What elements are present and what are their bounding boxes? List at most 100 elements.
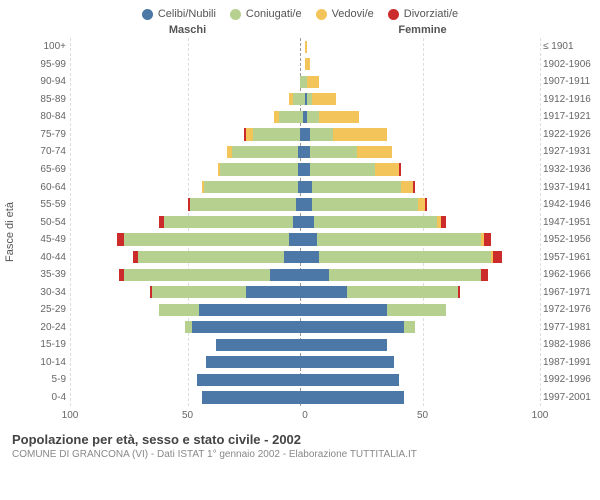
legend-item: Coniugati/e	[230, 8, 302, 20]
segment	[329, 269, 482, 281]
female-bar	[305, 286, 540, 298]
segment	[357, 146, 392, 158]
segment	[204, 181, 298, 193]
segment	[164, 216, 293, 228]
segment	[305, 251, 319, 263]
female-bar	[305, 391, 540, 403]
x-axis: 10050050100	[70, 408, 540, 426]
male-bar	[70, 356, 305, 368]
segment	[305, 356, 394, 368]
legend-label: Divorziati/e	[404, 8, 458, 20]
segment	[202, 391, 305, 403]
male-bar	[70, 286, 305, 298]
male-bar	[70, 269, 305, 281]
segment	[253, 128, 300, 140]
age-row: 80-841917-1921	[70, 108, 540, 126]
segment	[305, 58, 310, 70]
birth-label: 1907-1911	[543, 76, 598, 87]
male-bar	[70, 304, 305, 316]
age-label: 30-34	[30, 287, 66, 298]
age-row: 95-991902-1906	[70, 56, 540, 74]
age-row: 45-491952-1956	[70, 231, 540, 249]
age-row: 30-341967-1971	[70, 283, 540, 301]
segment	[293, 93, 305, 105]
legend: Celibi/Nubili Coniugati/e Vedovi/e Divorzia…	[0, 0, 600, 24]
age-label: 55-59	[30, 199, 66, 210]
header-female: Femmine	[305, 24, 540, 36]
male-bar	[70, 233, 305, 245]
segment	[347, 286, 457, 298]
age-row: 0-41997-2001	[70, 389, 540, 407]
legend-label: Celibi/Nubili	[158, 8, 216, 20]
female-bar	[305, 111, 540, 123]
legend-item: Divorziati/e	[388, 8, 458, 20]
legend-label: Coniugati/e	[246, 8, 302, 20]
segment	[312, 181, 401, 193]
age-row: 15-191982-1986	[70, 336, 540, 354]
birth-label: 1917-1921	[543, 111, 598, 122]
age-label: 0-4	[30, 392, 66, 403]
female-bar	[305, 128, 540, 140]
segment	[375, 163, 399, 175]
segment	[333, 128, 387, 140]
birth-label: 1987-1991	[543, 357, 598, 368]
segment	[298, 163, 305, 175]
segment	[298, 181, 305, 193]
female-bar	[305, 181, 540, 193]
x-tick: 0	[302, 410, 308, 421]
birth-label: 1902-1906	[543, 59, 598, 70]
segment	[305, 269, 329, 281]
x-tick: 50	[417, 410, 428, 421]
segment	[484, 233, 491, 245]
age-row: 35-391962-1966	[70, 266, 540, 284]
birth-label: 1962-1966	[543, 269, 598, 280]
segment	[117, 233, 124, 245]
age-row: 60-641937-1941	[70, 178, 540, 196]
segment	[305, 181, 312, 193]
segment	[270, 269, 305, 281]
segment	[138, 251, 284, 263]
x-tick: 100	[532, 410, 549, 421]
age-label: 70-74	[30, 146, 66, 157]
male-bar	[70, 321, 305, 333]
segment	[220, 163, 298, 175]
female-bar	[305, 216, 540, 228]
age-row: 40-441957-1961	[70, 248, 540, 266]
legend-swatch	[142, 9, 153, 20]
segment	[399, 163, 401, 175]
pyramid-chart: Fasce di età Anni di nascita 100+≤ 19019…	[0, 38, 600, 426]
segment	[387, 304, 446, 316]
segment	[310, 146, 357, 158]
legend-item: Vedovi/e	[316, 8, 374, 20]
birth-label: 1992-1996	[543, 374, 598, 385]
segment	[246, 128, 253, 140]
segment	[319, 111, 359, 123]
segment	[312, 93, 336, 105]
segment	[216, 339, 305, 351]
female-bar	[305, 304, 540, 316]
segment	[192, 321, 305, 333]
segment	[232, 146, 298, 158]
male-bar	[70, 111, 305, 123]
female-bar	[305, 41, 540, 53]
female-bar	[305, 198, 540, 210]
birth-label: 1997-2001	[543, 392, 598, 403]
male-bar	[70, 128, 305, 140]
age-label: 100+	[30, 41, 66, 52]
segment	[305, 391, 404, 403]
birth-label: 1927-1931	[543, 146, 598, 157]
female-bar	[305, 269, 540, 281]
segment	[307, 76, 319, 88]
segment	[124, 233, 289, 245]
segment	[298, 146, 305, 158]
female-bar	[305, 93, 540, 105]
age-label: 75-79	[30, 129, 66, 140]
age-label: 15-19	[30, 339, 66, 350]
age-label: 5-9	[30, 374, 66, 385]
birth-label: 1932-1936	[543, 164, 598, 175]
segment	[206, 356, 305, 368]
male-bar	[70, 391, 305, 403]
age-row: 85-891912-1916	[70, 91, 540, 109]
birth-label: 1972-1976	[543, 304, 598, 315]
segment	[317, 233, 482, 245]
